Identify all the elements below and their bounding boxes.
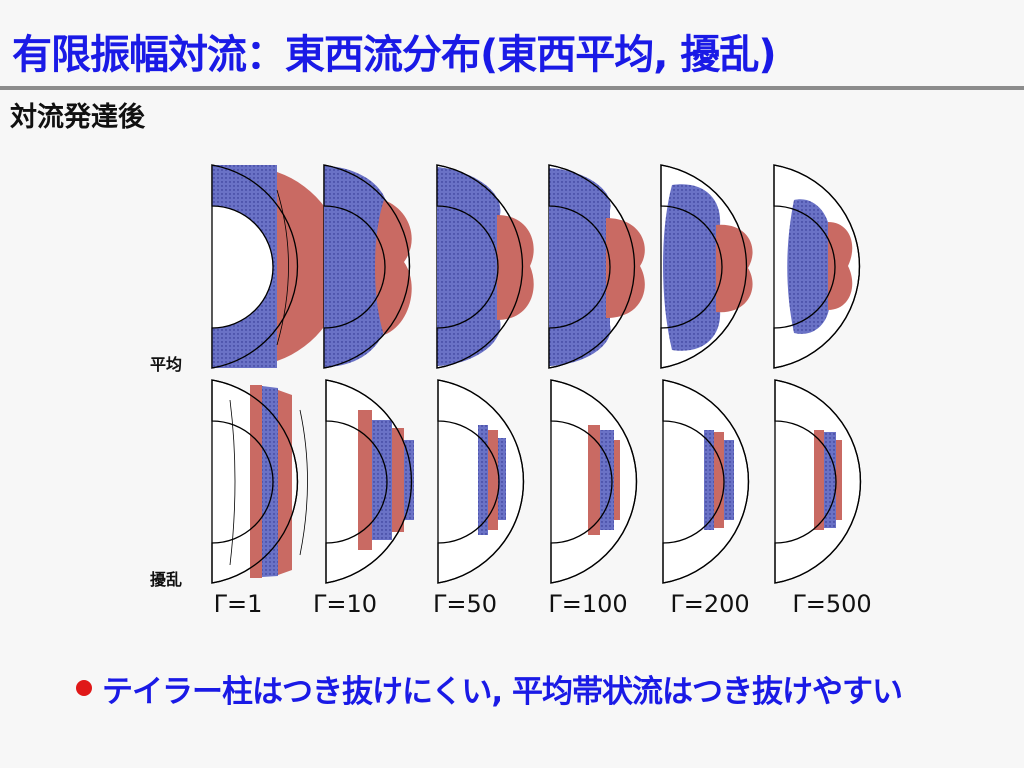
gamma-label-1: Γ=1 bbox=[213, 590, 263, 618]
bullet-text: テイラー柱はつき抜けにくい, 平均帯状流はつき抜けやすい bbox=[102, 674, 903, 710]
mean-panel-gamma-50 bbox=[436, 164, 534, 369]
disturbance-panel-gamma-100 bbox=[550, 379, 638, 584]
gamma-label-100: Γ=100 bbox=[548, 590, 628, 618]
gamma-label-50: Γ=50 bbox=[432, 590, 498, 618]
mean-panel-gamma-10 bbox=[323, 164, 412, 369]
row-label-disturbance: 擾乱 bbox=[150, 570, 183, 589]
disturbance-panel-gamma-10 bbox=[325, 379, 414, 584]
disturbance-panel-gamma-500 bbox=[774, 379, 862, 584]
mean-panel-gamma-500 bbox=[773, 164, 861, 369]
title-divider bbox=[0, 86, 1024, 90]
gamma-label-10: Γ=10 bbox=[312, 590, 378, 618]
slide-title: 有限振幅対流：東西流分布(東西平均, 擾乱) bbox=[12, 32, 777, 78]
bullet-dot-icon bbox=[76, 680, 92, 696]
disturbance-panel-gamma-50 bbox=[437, 379, 525, 584]
mean-panel-gamma-200 bbox=[660, 164, 753, 369]
slide-subtitle: 対流発達後 bbox=[10, 102, 145, 133]
row-label-mean: 平均 bbox=[150, 355, 183, 374]
disturbance-panel-gamma-1 bbox=[211, 379, 308, 584]
gamma-label-200: Γ=200 bbox=[670, 590, 750, 618]
disturbance-panel-gamma-200 bbox=[662, 379, 750, 584]
mean-panel-gamma-100 bbox=[548, 164, 645, 369]
gamma-label-500: Γ=500 bbox=[792, 590, 872, 618]
